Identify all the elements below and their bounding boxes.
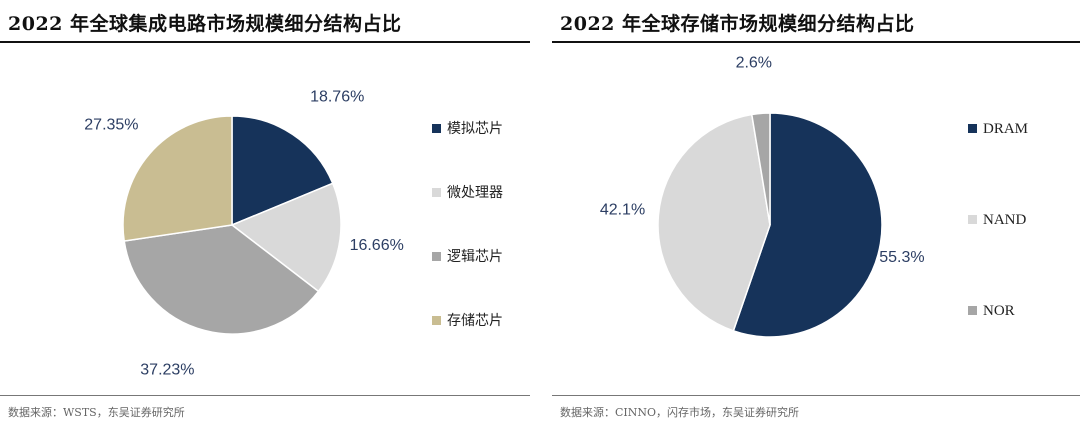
pie-slice-3	[750, 112, 771, 226]
footer-divider	[552, 395, 1080, 396]
slice-value-label: 27.35%	[84, 117, 138, 134]
legend-swatch	[432, 316, 441, 325]
pie-slice-2	[657, 113, 771, 332]
legend-label: 微处理器	[447, 185, 503, 201]
slice-value-label: 42.1%	[600, 201, 645, 218]
legend-swatch	[968, 215, 977, 224]
chart-title: 2022 年全球存储市场规模细分结构占比	[560, 13, 915, 35]
title-divider	[552, 41, 1080, 43]
legend-label: NAND	[983, 212, 1026, 228]
ic-market-pie-chart: 18.76% 模拟芯片 16.66% 微处理器 37.23% 逻辑芯片 27.35% 存储芯片	[84, 89, 503, 379]
legend-label: DRAM	[983, 121, 1028, 137]
legend-label: 存储芯片	[447, 313, 503, 329]
memory-market-pie-chart: 55.3% DRAM 42.1% NAND 2.6% NOR	[600, 55, 1028, 338]
source-note: 数据来源：WSTS，东吴证券研究所	[8, 406, 185, 419]
pie-slice-1	[231, 115, 334, 227]
right-chart-panel: 2022 年全球存储市场规模细分结构占比 55.3% DRAM 42.1% NAND 2…	[552, 0, 1080, 424]
slice-value-label: 16.66%	[350, 237, 404, 254]
legend-swatch	[968, 306, 977, 315]
left-chart-panel: 2022 年全球集成电路市场规模细分结构占比 18.76% 模拟芯片 16.66% 微…	[0, 0, 530, 424]
pie-slice-4	[122, 115, 233, 242]
pie-slice-2	[230, 182, 342, 293]
slice-value-label: 18.76%	[310, 89, 364, 106]
slice-value-label: 37.23%	[140, 361, 194, 378]
legend-swatch	[432, 188, 441, 197]
footer-divider	[0, 395, 530, 396]
legend-label: 逻辑芯片	[447, 249, 503, 265]
slice-value-label: 2.6%	[736, 55, 772, 72]
chart-title: 2022 年全球集成电路市场规模细分结构占比	[8, 13, 402, 35]
legend-label: NOR	[983, 303, 1015, 319]
pie-slice-3	[123, 224, 320, 335]
slice-value-label: 55.3%	[879, 249, 924, 266]
legend-swatch	[432, 252, 441, 261]
legend-label: 模拟芯片	[447, 121, 503, 137]
source-note: 数据来源：CINNO，闪存市场，东吴证券研究所	[560, 406, 800, 419]
title-divider	[0, 41, 530, 43]
legend-swatch	[432, 124, 441, 133]
legend-swatch	[968, 124, 977, 133]
